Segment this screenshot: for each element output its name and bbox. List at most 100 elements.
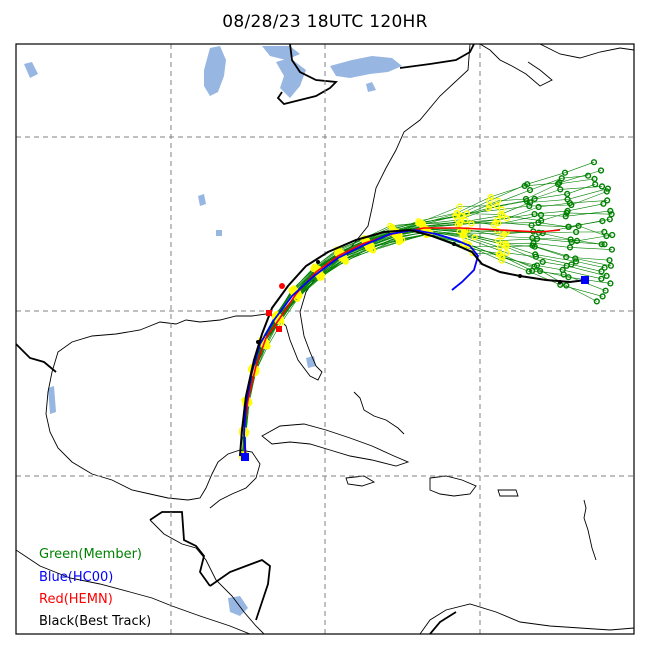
- member-track-marker: [598, 268, 605, 275]
- member-track-marker: [535, 229, 543, 236]
- member-track-marker: [572, 228, 580, 236]
- member-track-line: [242, 232, 597, 455]
- member-track-marker: [537, 211, 545, 219]
- member-track-marker: [607, 280, 614, 287]
- member-track-marker: [531, 263, 538, 270]
- member-track-marker: [601, 228, 608, 236]
- legend-hemn: Red(HEMN): [39, 592, 113, 607]
- member-track-marker: [563, 209, 570, 217]
- member-track-line: [244, 231, 602, 455]
- member-track-line: [242, 231, 610, 458]
- member-track-line: [242, 225, 607, 457]
- legend-member: Green(Member): [39, 547, 142, 562]
- member-track-marker: [600, 200, 607, 207]
- member-track-marker: [529, 242, 536, 249]
- member-track-marker: [496, 244, 503, 251]
- bahamas: [353, 391, 405, 435]
- member-track-marker: [456, 220, 464, 227]
- member-track-line: [242, 232, 605, 457]
- legend: Green(Member) Blue(HC00) Red(HEMN) Black…: [39, 547, 151, 629]
- member-track-marker: [565, 223, 572, 230]
- member-track-marker: [593, 298, 600, 305]
- member-track-marker: [471, 234, 478, 241]
- member-track-marker: [456, 203, 463, 210]
- lake-small-2: [366, 82, 376, 92]
- member-track-marker: [561, 169, 569, 176]
- member-track-line: [243, 227, 602, 458]
- member-track-marker: [503, 243, 510, 251]
- puerto-rico: [497, 489, 519, 497]
- member-track-marker: [526, 199, 534, 206]
- hc00-track: [243, 229, 479, 459]
- member-track-marker: [462, 217, 469, 224]
- member-track-marker: [453, 210, 460, 217]
- ensemble-member-markers: [238, 159, 616, 462]
- member-track-line: [241, 212, 612, 458]
- member-track-line: [242, 219, 610, 457]
- member-track-marker: [554, 180, 562, 188]
- member-track-line: [243, 227, 613, 456]
- coastlines: [16, 44, 634, 634]
- canada-coast: [539, 44, 634, 59]
- member-track-marker: [526, 202, 533, 210]
- map-frame: [15, 43, 635, 635]
- member-track-line: [244, 233, 606, 456]
- member-track-marker: [278, 319, 285, 326]
- hemn-marker-1: [266, 310, 272, 316]
- member-track-marker: [572, 255, 579, 262]
- member-track-marker: [557, 186, 564, 193]
- honduras-border: [209, 558, 271, 621]
- member-track-marker: [493, 203, 501, 210]
- member-track-marker: [535, 219, 542, 226]
- hemn-track: [243, 227, 561, 457]
- canada-us-border: [276, 44, 338, 105]
- lake-small-1: [24, 62, 38, 78]
- member-track-marker: [601, 264, 608, 271]
- borders: [16, 44, 475, 634]
- member-track-marker: [558, 175, 565, 182]
- member-track-marker: [539, 258, 546, 266]
- member-track-marker: [492, 219, 499, 226]
- member-track-marker: [601, 241, 608, 248]
- best-track-point-2: [316, 260, 320, 264]
- lake-superior: [262, 46, 300, 60]
- member-track-marker: [568, 261, 575, 268]
- member-track-marker: [503, 249, 510, 257]
- lake-small-4: [216, 230, 222, 236]
- member-track-marker: [575, 222, 582, 230]
- guatemala-border: [149, 511, 211, 587]
- member-track-marker: [370, 247, 377, 254]
- cuba: [261, 423, 410, 467]
- member-track-marker: [566, 244, 574, 251]
- member-track-marker: [563, 253, 570, 261]
- legend-hc00: Blue(HC00): [39, 570, 113, 585]
- member-track-marker: [494, 237, 502, 244]
- lake-erie-ontario: [330, 56, 402, 78]
- member-track-marker: [604, 185, 612, 192]
- member-track-marker: [562, 213, 569, 220]
- member-track-line: [242, 203, 604, 457]
- member-track-marker: [523, 198, 530, 205]
- lakes: [24, 46, 402, 616]
- member-track-marker: [603, 188, 610, 195]
- member-track-marker: [498, 253, 505, 260]
- member-track-marker: [598, 241, 605, 248]
- lake-small-3: [198, 194, 206, 206]
- member-track-marker: [609, 231, 616, 239]
- member-track-marker: [485, 205, 492, 212]
- member-track-marker: [531, 195, 538, 203]
- hc00-start-marker: [241, 453, 249, 461]
- lake-okeechobee: [306, 356, 316, 368]
- colombia-border: [429, 611, 457, 634]
- member-track-line: [241, 233, 607, 457]
- best-track: [239, 228, 587, 457]
- member-track-marker: [341, 256, 348, 263]
- us-east-coast: [251, 44, 471, 381]
- central-america-pacific: [16, 549, 251, 634]
- central-america: [149, 519, 265, 634]
- gulf-coast: [45, 315, 252, 501]
- legend-best-track: Black(Best Track): [39, 614, 151, 629]
- best-track-end-marker: [581, 276, 589, 284]
- member-track-marker: [526, 187, 534, 194]
- member-track-line: [243, 175, 589, 457]
